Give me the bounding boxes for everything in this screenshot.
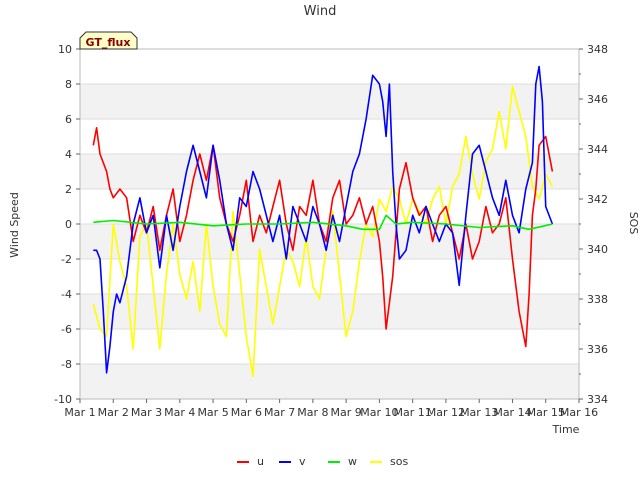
series-layer: [92, 65, 554, 378]
y2-tick-label: 334: [587, 393, 608, 406]
series-line-v: [93, 65, 554, 374]
x-tick-label: Mar 15: [527, 406, 565, 419]
band: [80, 259, 579, 294]
x-tick-label: Mar 11: [394, 406, 432, 419]
y2-tick-label: 342: [587, 193, 608, 206]
band: [80, 49, 579, 84]
x-tick-label: Mar 3: [131, 406, 162, 419]
legend-label-v: v: [299, 455, 306, 468]
legend: u v w sos: [237, 455, 408, 468]
y-tick-label: -10: [54, 393, 72, 406]
y2-tick-label: 336: [587, 343, 608, 356]
y2-axis-title: SOS: [627, 212, 640, 235]
series-line-u: [92, 127, 554, 348]
y-axis-title: Wind Speed: [8, 192, 21, 258]
x-axis-title: Time: [552, 423, 580, 436]
y2-tick-label: 348: [587, 43, 608, 56]
x-tick-label: Mar 2: [98, 406, 129, 419]
x-tick-label: Mar 13: [460, 406, 498, 419]
gt-flux-badge-label: GT_flux: [86, 36, 131, 49]
x-tick-label: Mar 8: [297, 406, 328, 419]
y-tick-label: 0: [65, 218, 72, 231]
legend-label-sos: sos: [390, 455, 408, 468]
x-tick-label: Mar 5: [197, 406, 228, 419]
y-tick-labels: -10 -8 -6 -4 -2 0 2 4 6 8 10: [54, 43, 72, 406]
x-tick-label: Mar 9: [331, 406, 362, 419]
y-tick-label: 4: [65, 148, 72, 161]
y-tick-label: -4: [61, 288, 72, 301]
y-tick-label: -6: [61, 323, 72, 336]
y-tick-label: 2: [65, 183, 72, 196]
legend-label-u: u: [257, 455, 264, 468]
x-tick-label: Mar 7: [264, 406, 295, 419]
x-tick-label: Mar 16: [560, 406, 598, 419]
gt-flux-badge: GT_flux: [79, 31, 138, 50]
y2-tick-label: 346: [587, 93, 608, 106]
axis-ticks: [76, 48, 583, 403]
y-tick-label: 10: [58, 43, 72, 56]
chart-title: Wind: [304, 4, 337, 19]
x-tick-label: Mar 14: [493, 406, 531, 419]
y2-tick-label: 340: [587, 243, 608, 256]
band: [80, 364, 579, 399]
x-tick-labels: Mar 1 Mar 2 Mar 3 Mar 4 Mar 5 Mar 6 Mar 7 Mar 8…: [64, 406, 598, 419]
y-tick-label: -8: [61, 358, 72, 371]
x-tick-label: Mar 1: [64, 406, 95, 419]
y2-tick-label: 344: [587, 143, 608, 156]
y2-tick-label: 338: [587, 293, 608, 306]
legend-label-w: w: [348, 455, 357, 468]
y-tick-label: 8: [65, 78, 72, 91]
band: [80, 119, 579, 154]
band: [80, 154, 579, 189]
series-line-sos: [92, 85, 554, 378]
y-tick-label: -2: [61, 253, 72, 266]
x-tick-label: Mar 12: [427, 406, 465, 419]
y2-tick-labels: 334 336 338 340 342 344 346 348: [587, 43, 608, 406]
band: [80, 329, 579, 364]
x-tick-label: Mar 10: [360, 406, 398, 419]
band: [80, 84, 579, 119]
y-tick-label: 6: [65, 113, 72, 126]
x-tick-label: Mar 4: [164, 406, 195, 419]
series-line-w: [93, 214, 553, 231]
x-tick-label: Mar 6: [231, 406, 262, 419]
